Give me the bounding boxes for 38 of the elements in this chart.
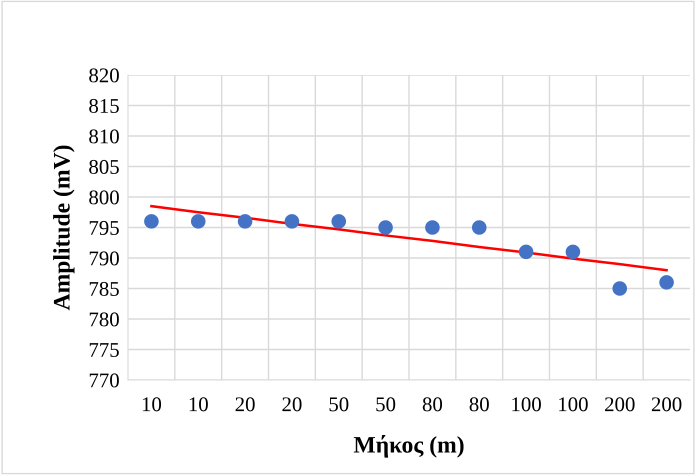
y-tick-label: 785	[90, 282, 119, 296]
point	[284, 214, 300, 229]
point	[144, 214, 159, 229]
line-series	[150, 204, 668, 272]
x-tick-label: 50	[376, 397, 396, 412]
x-tick-label: 20	[282, 397, 302, 412]
x-tick-label: 50	[330, 397, 348, 412]
x-tick-label: 80	[470, 397, 489, 412]
point	[566, 244, 580, 260]
point	[518, 244, 534, 260]
point	[190, 214, 206, 229]
x-tick-label: 200	[652, 397, 682, 412]
y-tick-label: 775	[90, 343, 119, 357]
y-tick-label: 810	[89, 129, 119, 144]
point	[472, 220, 487, 235]
y-tick-label: 820	[89, 68, 119, 82]
point	[331, 214, 346, 229]
y-tick-label: 815	[89, 98, 119, 113]
y-axis-title: Amplitude (mV)	[53, 146, 75, 310]
y-tick-label: 795	[90, 220, 119, 235]
point	[612, 281, 628, 296]
point	[238, 214, 252, 229]
y-tick-label: 770	[90, 373, 119, 388]
y-tick-label: 805	[89, 160, 119, 174]
x-tick-label: 100	[512, 397, 541, 412]
x-axis-title: Μήκος (m)	[354, 435, 464, 458]
x-tick-label: 10	[142, 397, 162, 412]
y-tick-label: 800	[89, 190, 119, 204]
x-tick-label: 80	[422, 397, 442, 412]
y-tick-label: 780	[90, 312, 119, 326]
x-tick-label: 10	[190, 397, 208, 412]
point	[378, 220, 393, 235]
point	[425, 220, 440, 235]
point	[659, 275, 674, 290]
x-tick-label: 200	[605, 397, 635, 412]
x-tick-label: 20	[236, 397, 255, 412]
x-tick-label: 100	[559, 397, 588, 412]
y-tick-label: 790	[90, 251, 119, 266]
